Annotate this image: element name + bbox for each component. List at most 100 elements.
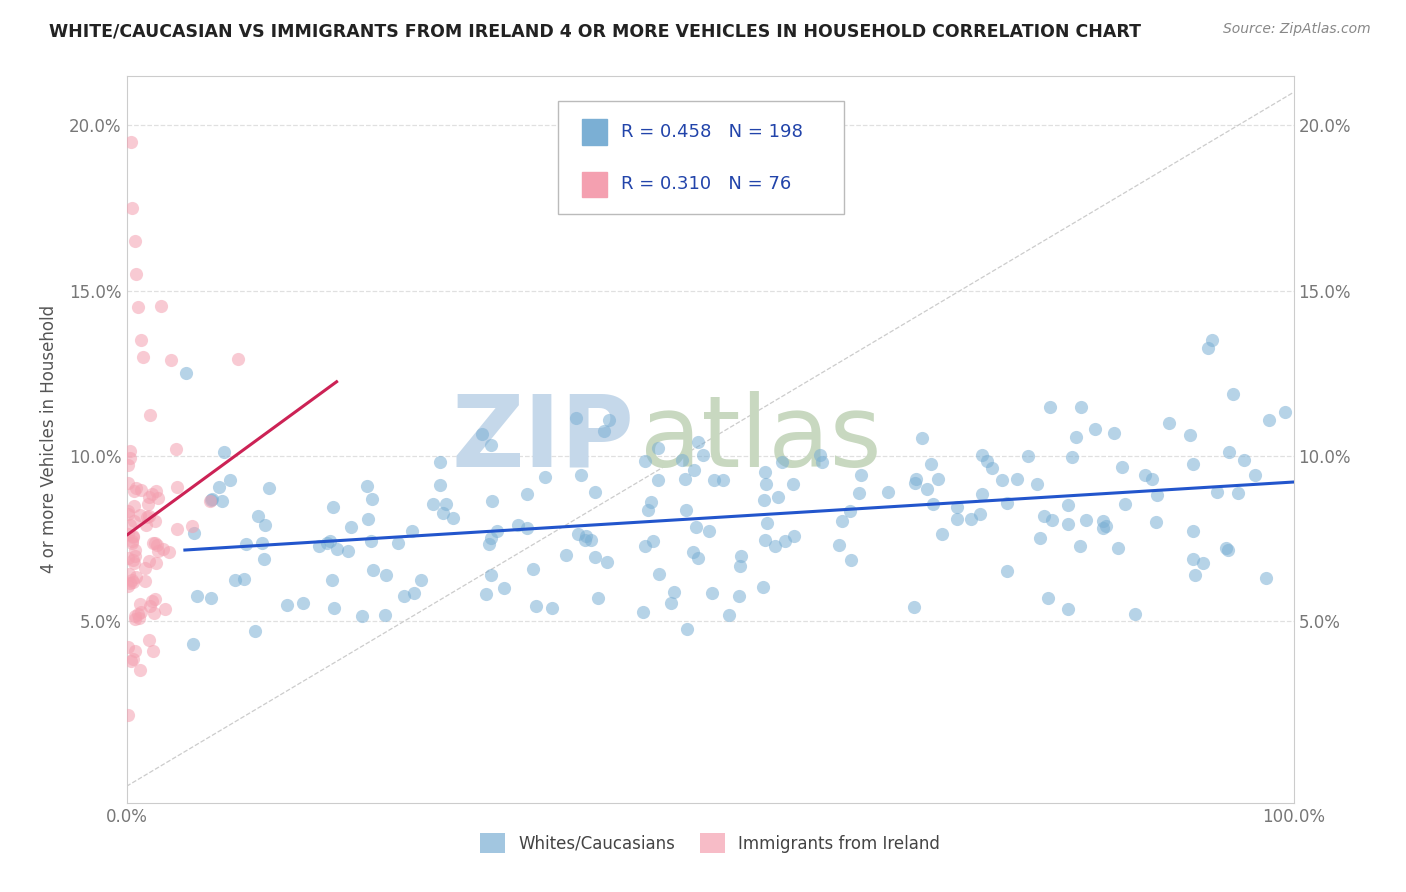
Point xyxy=(292,596,315,610)
Point xyxy=(1029,532,1052,546)
Point xyxy=(122,530,145,544)
Point xyxy=(516,487,538,501)
Point xyxy=(401,524,423,538)
Point xyxy=(121,534,143,549)
Point xyxy=(565,410,588,425)
Point xyxy=(118,451,141,466)
Point xyxy=(1274,404,1296,418)
Point xyxy=(811,455,834,469)
Point xyxy=(541,600,564,615)
Point xyxy=(319,534,342,549)
Point xyxy=(647,473,669,487)
Point xyxy=(226,351,249,366)
Bar xyxy=(582,120,607,145)
Point xyxy=(755,516,778,530)
Point xyxy=(730,549,752,563)
Point xyxy=(141,594,163,608)
Point xyxy=(201,492,224,507)
Point xyxy=(516,521,538,535)
Point xyxy=(648,567,671,582)
Point xyxy=(157,545,180,559)
Point xyxy=(995,564,1018,578)
Point xyxy=(1184,568,1206,582)
Point xyxy=(1218,445,1240,459)
Point xyxy=(773,534,796,549)
Legend: Whites/Caucasians, Immigrants from Ireland: Whites/Caucasians, Immigrants from Irela… xyxy=(474,826,946,860)
Point xyxy=(121,201,143,215)
Point xyxy=(848,486,870,500)
Point xyxy=(1092,514,1115,528)
Point xyxy=(675,503,697,517)
Point xyxy=(120,135,142,149)
Point xyxy=(647,441,669,455)
Point xyxy=(915,482,938,496)
Point xyxy=(1222,387,1244,401)
Point xyxy=(849,468,872,483)
Point xyxy=(224,573,246,587)
Point xyxy=(200,493,222,508)
Point xyxy=(1107,541,1129,556)
Point xyxy=(972,448,994,462)
Point xyxy=(1123,607,1146,621)
Point xyxy=(145,556,167,570)
Point xyxy=(135,518,157,533)
Point xyxy=(1216,542,1239,557)
Point xyxy=(946,500,969,514)
Point xyxy=(124,543,146,558)
Point xyxy=(1056,517,1078,532)
Point xyxy=(494,581,516,595)
Text: Source: ZipAtlas.com: Source: ZipAtlas.com xyxy=(1223,22,1371,37)
Point xyxy=(316,536,339,550)
Point xyxy=(165,442,187,456)
Point xyxy=(593,424,616,438)
Point xyxy=(730,558,752,573)
Point xyxy=(839,552,862,566)
Point xyxy=(828,538,851,552)
Point xyxy=(697,524,720,538)
Point xyxy=(118,518,141,533)
Point xyxy=(148,544,170,558)
Point xyxy=(479,437,502,451)
Point xyxy=(117,708,139,723)
Point xyxy=(124,549,146,564)
Point xyxy=(770,455,793,469)
Point xyxy=(166,522,188,536)
Point xyxy=(904,475,927,490)
Point xyxy=(129,333,152,347)
Point xyxy=(1033,509,1056,524)
Point xyxy=(1040,513,1063,527)
Point xyxy=(121,652,143,666)
Point xyxy=(1062,450,1084,464)
Point xyxy=(927,472,949,486)
Point xyxy=(181,519,204,533)
Point xyxy=(585,485,607,500)
Point xyxy=(1144,515,1167,529)
Point xyxy=(375,568,398,582)
Point xyxy=(153,601,176,615)
Point xyxy=(122,529,145,543)
Point xyxy=(235,537,257,551)
Point xyxy=(838,504,860,518)
Point xyxy=(643,534,665,549)
Point xyxy=(1026,476,1049,491)
Point xyxy=(120,443,142,458)
Point xyxy=(1094,519,1116,533)
Point xyxy=(323,601,346,615)
Point xyxy=(325,541,347,556)
Point xyxy=(671,453,693,467)
Point xyxy=(356,478,378,492)
Point xyxy=(200,591,222,605)
Point xyxy=(574,533,596,548)
Point xyxy=(117,504,139,518)
Point xyxy=(1206,484,1229,499)
Point xyxy=(276,598,298,612)
Point xyxy=(122,514,145,528)
Point xyxy=(1201,333,1223,347)
Point xyxy=(911,431,934,445)
Point xyxy=(475,587,498,601)
Point xyxy=(583,549,606,564)
Point xyxy=(1181,551,1204,566)
Point xyxy=(1038,400,1060,414)
Point xyxy=(717,608,740,623)
Point xyxy=(402,586,425,600)
